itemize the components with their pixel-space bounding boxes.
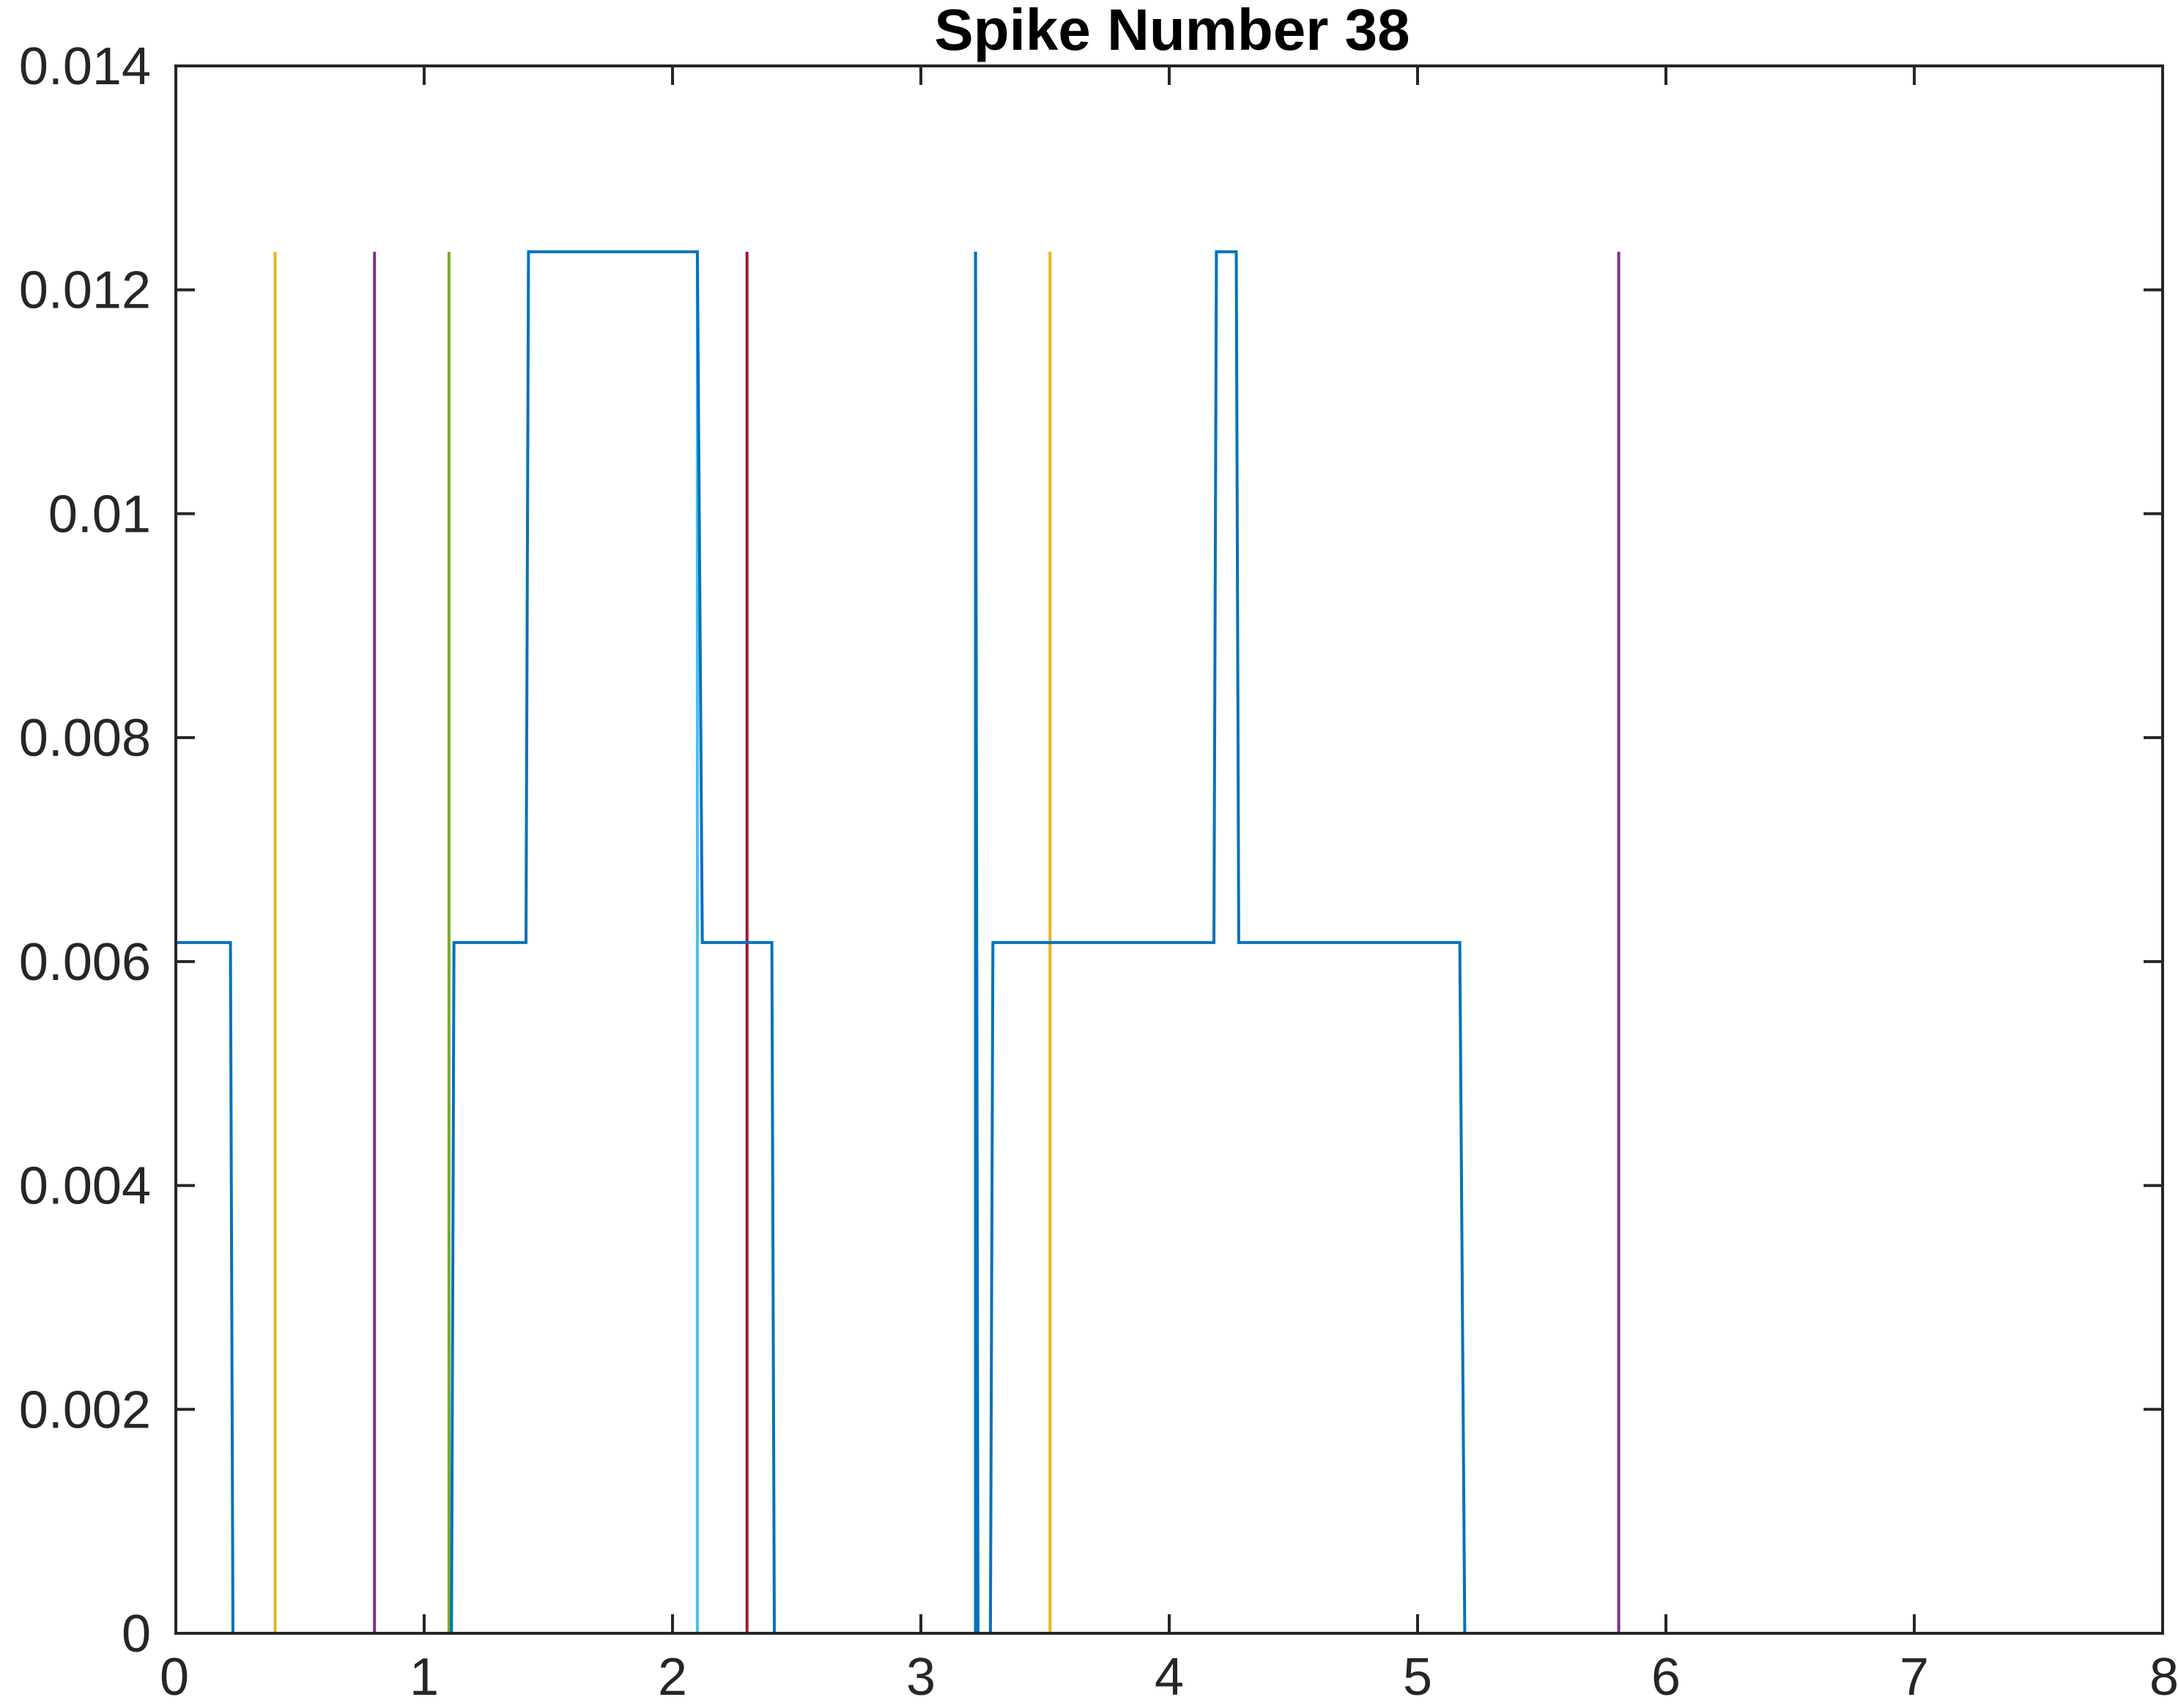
y-tick-label-6: 0.012	[19, 261, 151, 320]
x-tick-label-1: 1	[410, 1648, 439, 1707]
y-tick-label-3: 0.006	[19, 933, 151, 992]
x-tick-label-7: 7	[1900, 1648, 1929, 1707]
x-tick-label-5: 5	[1403, 1648, 1432, 1707]
y-tick-label-0: 0	[122, 1605, 151, 1663]
x-tick-label-6: 6	[1651, 1648, 1681, 1707]
x-tick-label-4: 4	[1155, 1648, 1184, 1707]
y-tick-label-4: 0.008	[19, 709, 151, 768]
plot-area	[176, 66, 2163, 1633]
y-axis-ticks: 0 0.002 0.004 0.006 0.008 0.01 0.012 0.014	[19, 37, 2163, 1663]
y-tick-label-1: 0.002	[19, 1381, 151, 1439]
y-tick-label-7: 0.014	[19, 37, 151, 96]
x-axis-ticks: 0 1 2 3 4 5 6 7 8	[160, 66, 2178, 1707]
y-tick-label-2: 0.004	[19, 1157, 151, 1216]
x-tick-label-8: 8	[2149, 1648, 2178, 1707]
x-tick-label-0: 0	[160, 1648, 189, 1707]
x-tick-label-3: 3	[906, 1648, 936, 1707]
x-tick-label-2: 2	[658, 1648, 687, 1707]
y-tick-label-5: 0.01	[48, 485, 151, 543]
chart-title: Spike Number 38	[934, 0, 1410, 62]
